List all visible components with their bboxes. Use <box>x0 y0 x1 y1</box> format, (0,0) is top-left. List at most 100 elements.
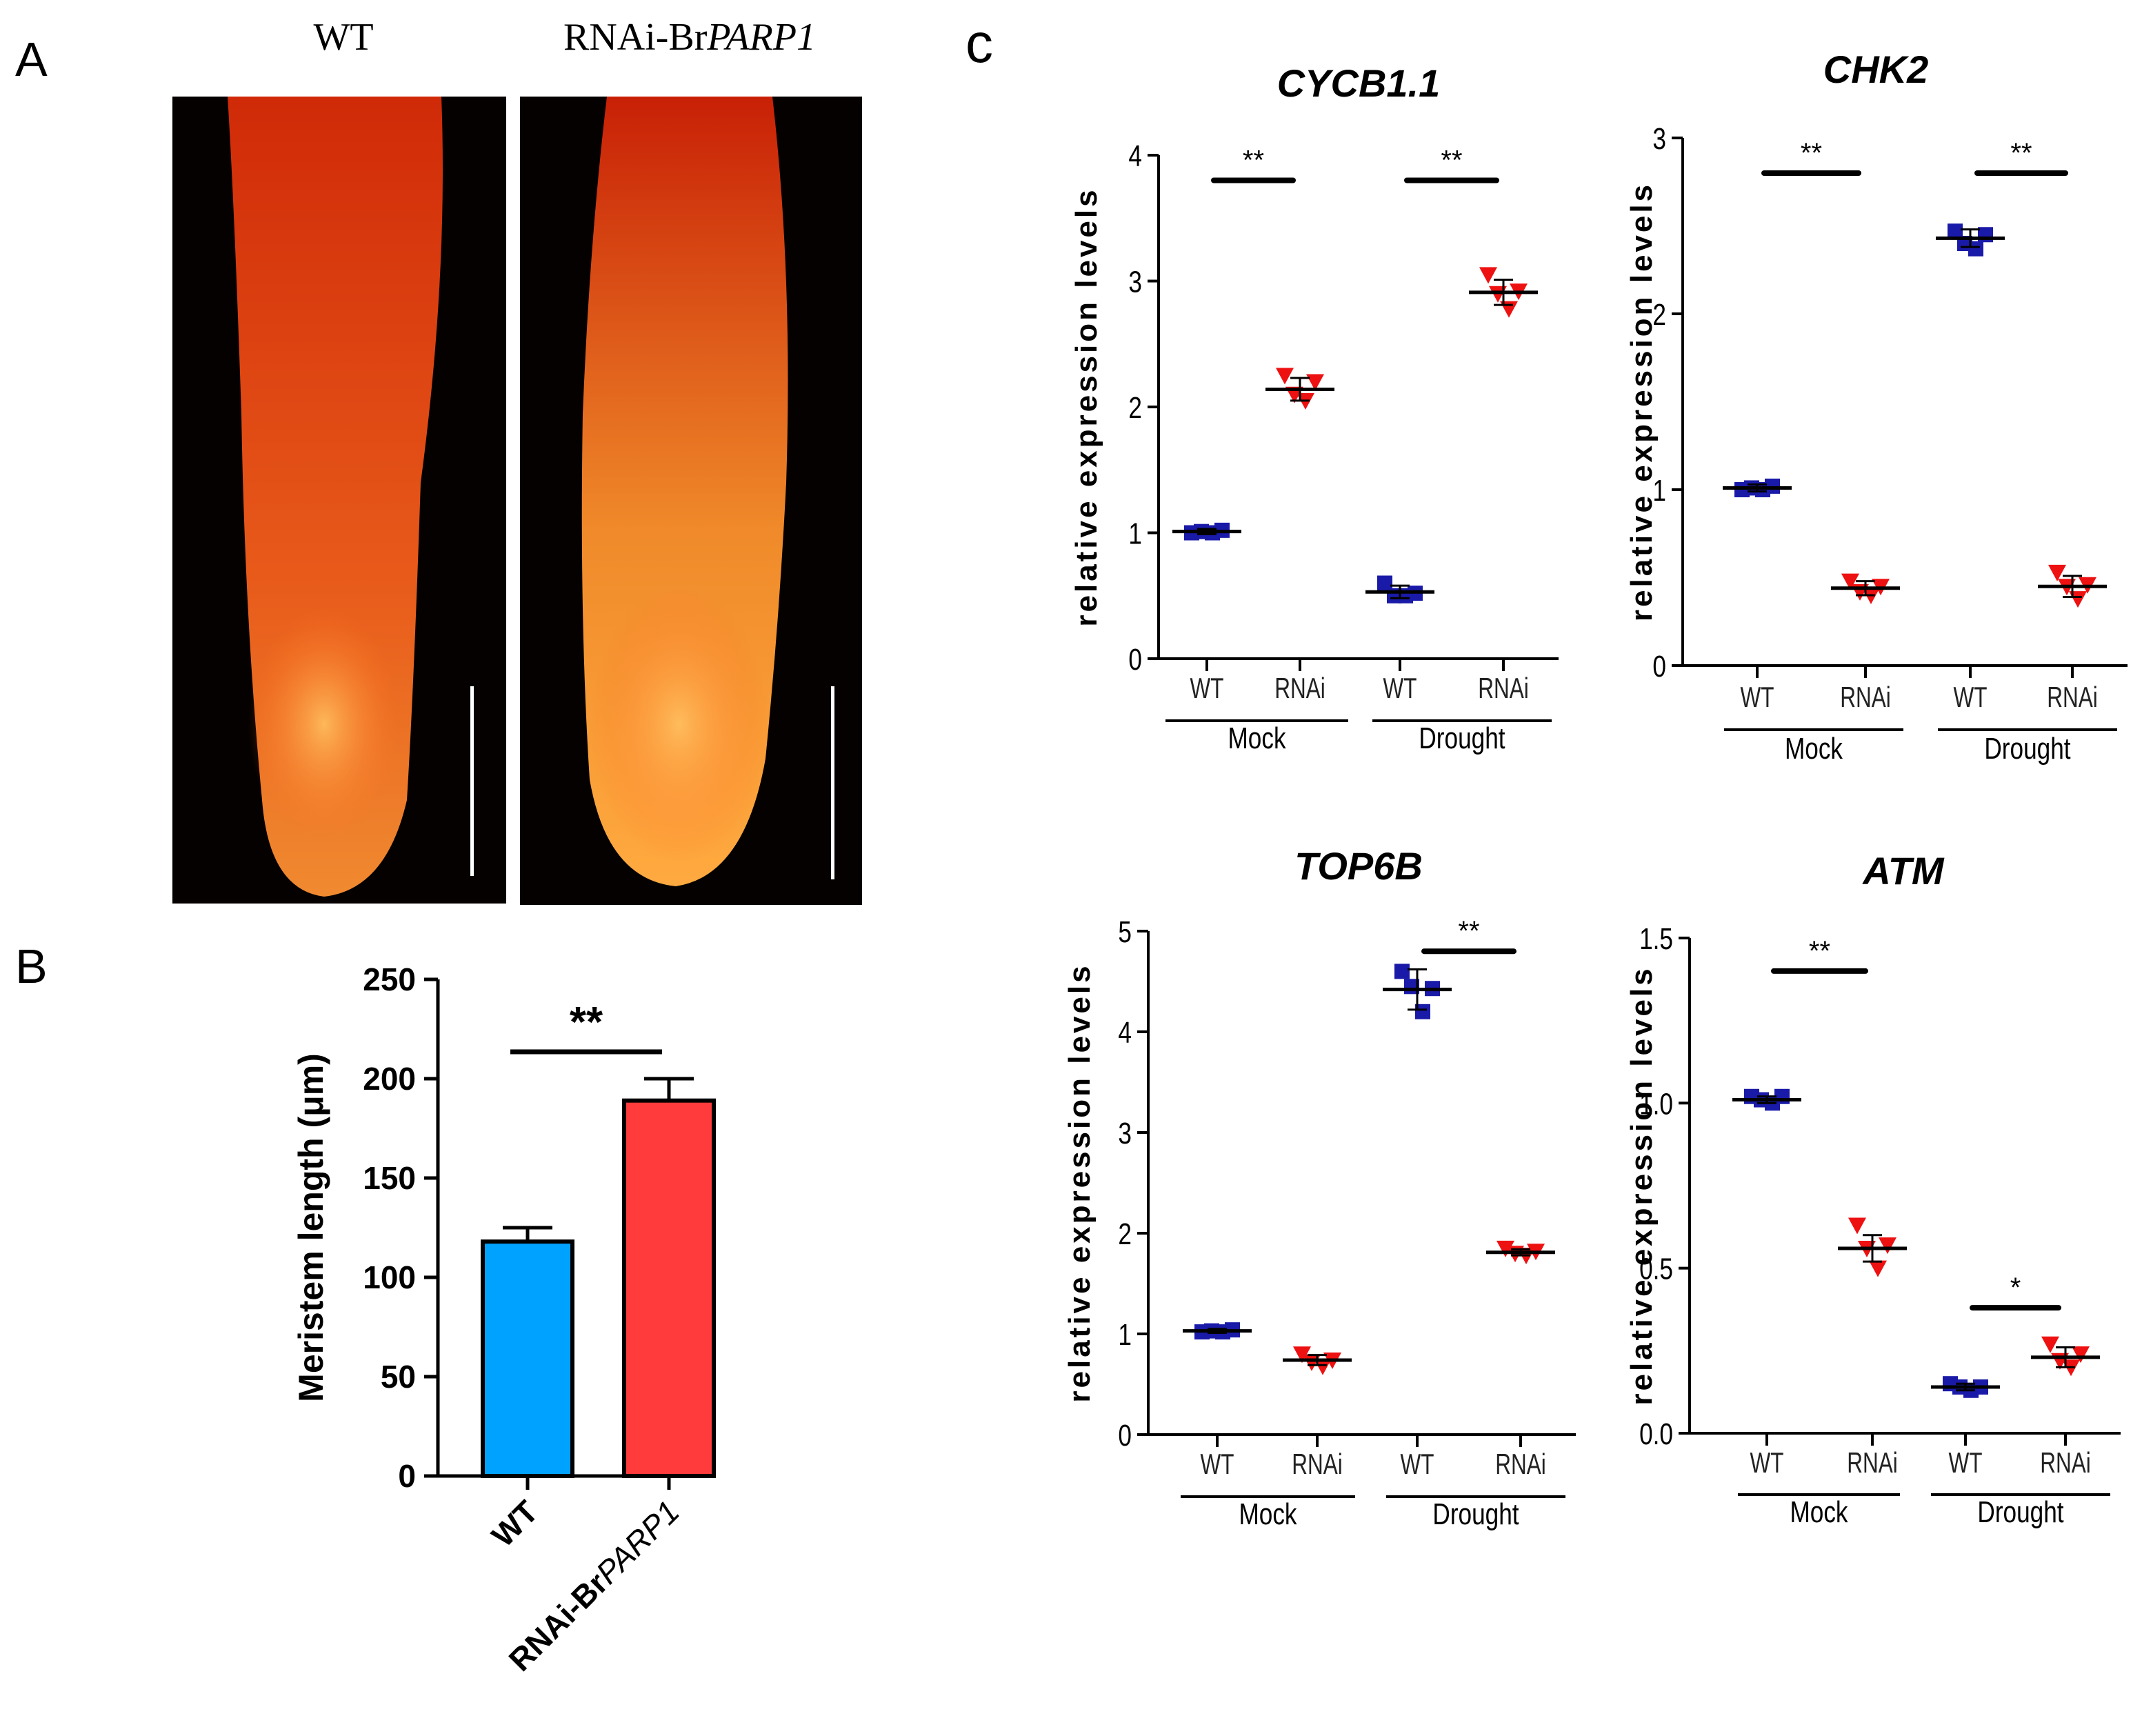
x-category-label-wt: WT <box>485 1493 545 1553</box>
data-point-wt <box>1415 1004 1430 1019</box>
x-category-label-rnai-gene: PARP1 <box>589 1493 686 1590</box>
y-tick-label: 4 <box>1128 139 1142 173</box>
x-genotype-label: WT <box>1190 672 1224 705</box>
x-genotype-label: WT <box>1741 681 1774 714</box>
y-tick-label: 4 <box>1118 1016 1132 1050</box>
chart-title: CYCB1.1 <box>1277 61 1441 105</box>
chart-title: CHK2 <box>1823 48 1928 91</box>
root-wt-tip-glow <box>248 607 400 841</box>
y-tick-label: 2 <box>1652 298 1666 332</box>
y-tick-label: 3 <box>1128 266 1142 299</box>
y-tick-label: 100 <box>363 1259 416 1295</box>
panel-letter-a: A <box>15 32 48 86</box>
significance-label: ** <box>1441 146 1462 176</box>
group-label-drought: Drought <box>1977 1495 2063 1529</box>
y-tick-label: 1.0 <box>1639 1088 1673 1121</box>
significance-label: ** <box>1243 146 1264 176</box>
y-tick-label: 3 <box>1118 1117 1132 1150</box>
x-genotype-label: WT <box>1750 1446 1784 1479</box>
image-label-rnai-prefix: RNAi-Br <box>563 16 708 59</box>
y-tick-label: 50 <box>381 1359 416 1395</box>
group-label-mock: Mock <box>1228 721 1285 755</box>
y-tick-label: 0.0 <box>1639 1417 1673 1451</box>
data-point-rnai <box>1869 1260 1887 1277</box>
group-label-mock: Mock <box>1785 732 1843 766</box>
chk2-scatter-chart: CHK2 0 1 2 3 relative expression levels WT RNAi… <box>1625 48 2128 766</box>
image-label-wt: WT <box>313 16 373 59</box>
data-point-wt <box>1774 1088 1790 1104</box>
data-point-wt <box>1765 478 1780 494</box>
data-point-wt <box>1968 241 1983 257</box>
y-tick-label: 1 <box>1128 517 1142 551</box>
chart-title: ATM <box>1861 849 1944 892</box>
meristem-bar-chart: 0 50 100 150 200 250 Meristem length (μm) WT RNA… <box>292 961 716 1678</box>
data-point-rnai <box>2048 564 2066 581</box>
x-category-label-rnai-prefix: RNAi-Br <box>502 1565 614 1677</box>
x-genotype-label: WT <box>1401 1448 1434 1481</box>
data-point-rnai <box>1841 573 1859 590</box>
bar-wt <box>481 1239 574 1479</box>
x-genotype-label: RNAi <box>1495 1448 1545 1481</box>
group-label-mock: Mock <box>1790 1495 1848 1529</box>
significance-label: ** <box>1458 916 1479 946</box>
micrograph-wt <box>172 97 506 904</box>
y-tick-label: 1 <box>1652 474 1666 508</box>
data-point-rnai <box>1306 374 1324 391</box>
significance-label: ** <box>570 999 603 1046</box>
image-label-rnai-gene: PARP1 <box>706 16 816 59</box>
group-label-drought: Drought <box>1419 721 1505 755</box>
y-tick-label: 0 <box>398 1458 416 1494</box>
y-tick-label: 2 <box>1118 1217 1132 1251</box>
panel-letter-c: c <box>965 12 993 74</box>
y-tick-label: 250 <box>363 961 416 997</box>
data-point-wt <box>1978 227 1993 243</box>
x-genotype-label: RNAi <box>1478 672 1528 705</box>
x-genotype-label: RNAi <box>1847 1446 1897 1479</box>
data-point-rnai <box>2072 1346 2090 1364</box>
y-axis-label: relative expression levels <box>1625 966 1659 1405</box>
micrograph-rnai <box>520 97 862 905</box>
bar-rnai <box>622 1098 716 1479</box>
cycb1-scatter-chart: CYCB1.1 0 1 2 3 4 relative expression levels WT… <box>1070 61 1559 755</box>
y-axis-label: relative expression levels <box>1063 963 1097 1402</box>
y-tick-label: 0 <box>1118 1419 1132 1453</box>
y-axis-label: relative expression levels <box>1625 182 1659 621</box>
significance-label: ** <box>1809 936 1830 966</box>
y-tick-label: 2 <box>1128 391 1142 425</box>
significance-label: ** <box>1801 138 1822 168</box>
x-genotype-label: RNAi <box>1292 1448 1342 1481</box>
x-genotype-label: WT <box>1383 672 1417 705</box>
x-genotype-label: RNAi <box>2047 681 2097 714</box>
y-tick-label: 3 <box>1652 122 1666 156</box>
x-genotype-label: RNAi <box>1274 672 1325 705</box>
x-genotype-label: WT <box>1201 1448 1234 1481</box>
data-point-rnai <box>1497 1240 1514 1257</box>
data-point-rnai <box>1879 1237 1896 1255</box>
y-tick-label: 200 <box>363 1061 416 1097</box>
data-point-rnai <box>1276 368 1294 385</box>
y-tick-label: 150 <box>363 1160 416 1196</box>
scale-bar-wt <box>470 686 474 876</box>
group-label-drought: Drought <box>1984 732 2070 766</box>
data-point-wt <box>1394 964 1410 979</box>
data-point-rnai <box>1848 1217 1866 1235</box>
x-genotype-label: RNAi <box>2040 1446 2090 1479</box>
y-tick-label: 0.5 <box>1639 1253 1673 1286</box>
data-point-wt <box>1377 575 1392 591</box>
image-label-rnai: RNAi-BrPARP1 <box>563 16 816 59</box>
x-genotype-label: WT <box>1954 681 1988 714</box>
panel-letter-b: B <box>15 939 48 993</box>
y-axis-label: Meristem length (μm) <box>292 1053 330 1402</box>
group-label-mock: Mock <box>1239 1497 1297 1531</box>
scale-bar-rnai <box>831 686 834 879</box>
y-tick-label: 5 <box>1118 915 1132 949</box>
x-genotype-label: RNAi <box>1840 681 1890 714</box>
x-genotype-label: WT <box>1949 1446 1983 1479</box>
root-rnai-tip-glow <box>590 586 769 862</box>
chart-title: TOP6B <box>1294 844 1423 888</box>
atm-scatter-chart: ATM 0.0 0.5 1.0 1.5 relative expression level… <box>1625 849 2121 1529</box>
y-tick-label: 1 <box>1118 1318 1132 1352</box>
data-point-rnai <box>2041 1336 2059 1353</box>
y-axis-label: relative expression levels <box>1070 187 1103 626</box>
y-tick-label: 0 <box>1652 650 1666 684</box>
